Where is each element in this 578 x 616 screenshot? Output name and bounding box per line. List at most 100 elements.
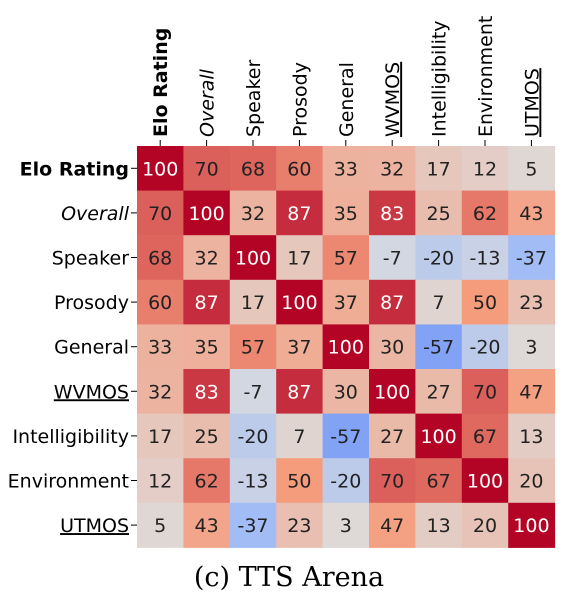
heatmap-cell <box>183 369 231 415</box>
heatmap-cell <box>508 146 556 192</box>
cell-value-label: 70 <box>148 203 172 225</box>
column-label: Speaker <box>243 60 265 137</box>
heatmap-cell <box>415 502 463 548</box>
heatmap-cell <box>322 502 370 548</box>
cell-value-label: 12 <box>473 158 497 180</box>
cell-value-label: -37 <box>516 248 547 270</box>
heatmap-cell <box>369 324 416 370</box>
cell-value-label: 35 <box>334 203 358 225</box>
cell-value-label: 60 <box>148 292 172 314</box>
cell-value-label: -7 <box>244 381 263 403</box>
cell-value-label: 5 <box>154 515 166 537</box>
cell-value-label: -57 <box>423 337 454 359</box>
heatmap-cell <box>461 458 509 504</box>
cell-value-label: 30 <box>380 337 404 359</box>
heatmap-cell <box>415 235 463 281</box>
heatmap-cell <box>508 369 556 415</box>
cell-value-label: 100 <box>281 292 317 314</box>
cell-value-label: 57 <box>241 337 265 359</box>
heatmap-cell <box>137 279 184 325</box>
cell-value-label: 27 <box>380 426 404 448</box>
cell-value-label: 27 <box>427 381 451 403</box>
cell-value-label: 87 <box>287 203 311 225</box>
heatmap-cell <box>229 146 277 192</box>
heatmap-cell <box>415 146 463 192</box>
heatmap-cell <box>137 458 184 504</box>
cell-value-label: 47 <box>519 381 543 403</box>
heatmap-cell <box>369 235 416 281</box>
heatmap-cell <box>183 458 231 504</box>
heatmap-cell <box>461 190 509 236</box>
heatmap-cell <box>229 279 277 325</box>
heatmap-cell <box>415 324 463 370</box>
cell-value-label: 60 <box>287 158 311 180</box>
heatmap-cell <box>461 146 509 192</box>
heatmap-cell <box>322 146 370 192</box>
heatmap-cell <box>461 235 509 281</box>
heatmap-cell <box>415 190 463 236</box>
cell-value-label: 100 <box>374 381 410 403</box>
heatmap-cell <box>276 458 324 504</box>
cell-value-label: 5 <box>525 158 537 180</box>
heatmap-cell <box>137 324 184 370</box>
heatmap-cell <box>508 279 556 325</box>
cell-value-label: 83 <box>380 203 404 225</box>
cell-value-label: -7 <box>383 248 402 270</box>
heatmap-cell <box>322 235 370 281</box>
heatmap-cell <box>137 413 184 459</box>
cell-value-label: 100 <box>188 203 224 225</box>
cell-value-label: 17 <box>287 248 311 270</box>
heatmap-cell <box>229 235 277 281</box>
cell-value-label: 68 <box>241 158 265 180</box>
cell-value-label: 100 <box>513 515 549 537</box>
column-label: Prosody <box>289 62 311 137</box>
cell-value-label: -13 <box>469 248 500 270</box>
heatmap-cell <box>276 413 324 459</box>
heatmap-cell <box>276 502 324 548</box>
cell-value-label: 37 <box>334 292 358 314</box>
row-label: WVMOS <box>54 381 129 403</box>
cell-value-label: 67 <box>473 426 497 448</box>
heatmap-cell <box>369 369 416 415</box>
cell-value-label: 30 <box>334 381 358 403</box>
row-label: General <box>54 337 129 359</box>
heatmap-cell <box>415 279 463 325</box>
cell-value-label: 50 <box>473 292 497 314</box>
heatmap-cell <box>508 190 556 236</box>
heatmap-cell <box>369 502 416 548</box>
heatmap-cell <box>183 146 231 192</box>
cell-value-label: 17 <box>241 292 265 314</box>
row-label: UTMOS <box>60 515 129 537</box>
cell-value-label: -13 <box>237 471 268 493</box>
heatmap-cell <box>229 369 277 415</box>
cell-value-label: 23 <box>519 292 543 314</box>
heatmap-cell <box>183 190 231 236</box>
heatmap-cell <box>183 324 231 370</box>
heatmap-cell <box>322 413 370 459</box>
heatmap-cell <box>369 146 416 192</box>
row-label: Intelligibility <box>12 426 129 448</box>
column-label: Environment <box>475 16 497 137</box>
figure-caption: (c) TTS Arena <box>193 562 385 593</box>
cell-value-label: 35 <box>195 337 219 359</box>
heatmap-cell <box>137 190 184 236</box>
cell-value-label: 57 <box>334 248 358 270</box>
heatmap-cell <box>229 502 277 548</box>
heatmap-cell <box>276 235 324 281</box>
cell-value-label: 62 <box>473 203 497 225</box>
heatmap-cell <box>276 279 324 325</box>
row-labels: Elo Rating Overall Speaker Prosody General WV… <box>8 158 137 537</box>
cell-value-label: 68 <box>148 248 172 270</box>
cell-value-label: 43 <box>195 515 219 537</box>
row-label: Overall <box>61 203 130 225</box>
cell-value-label: 87 <box>195 292 219 314</box>
heatmap-cell <box>276 369 324 415</box>
heatmap-cell <box>508 324 556 370</box>
heatmap-cell <box>461 279 509 325</box>
cell-value-label: 100 <box>142 158 178 180</box>
heatmap-cell <box>322 458 370 504</box>
column-label: Overall <box>197 68 219 137</box>
cell-value-label: -57 <box>330 426 361 448</box>
heatmap-cell <box>276 324 324 370</box>
column-label: UTMOS <box>521 68 543 137</box>
